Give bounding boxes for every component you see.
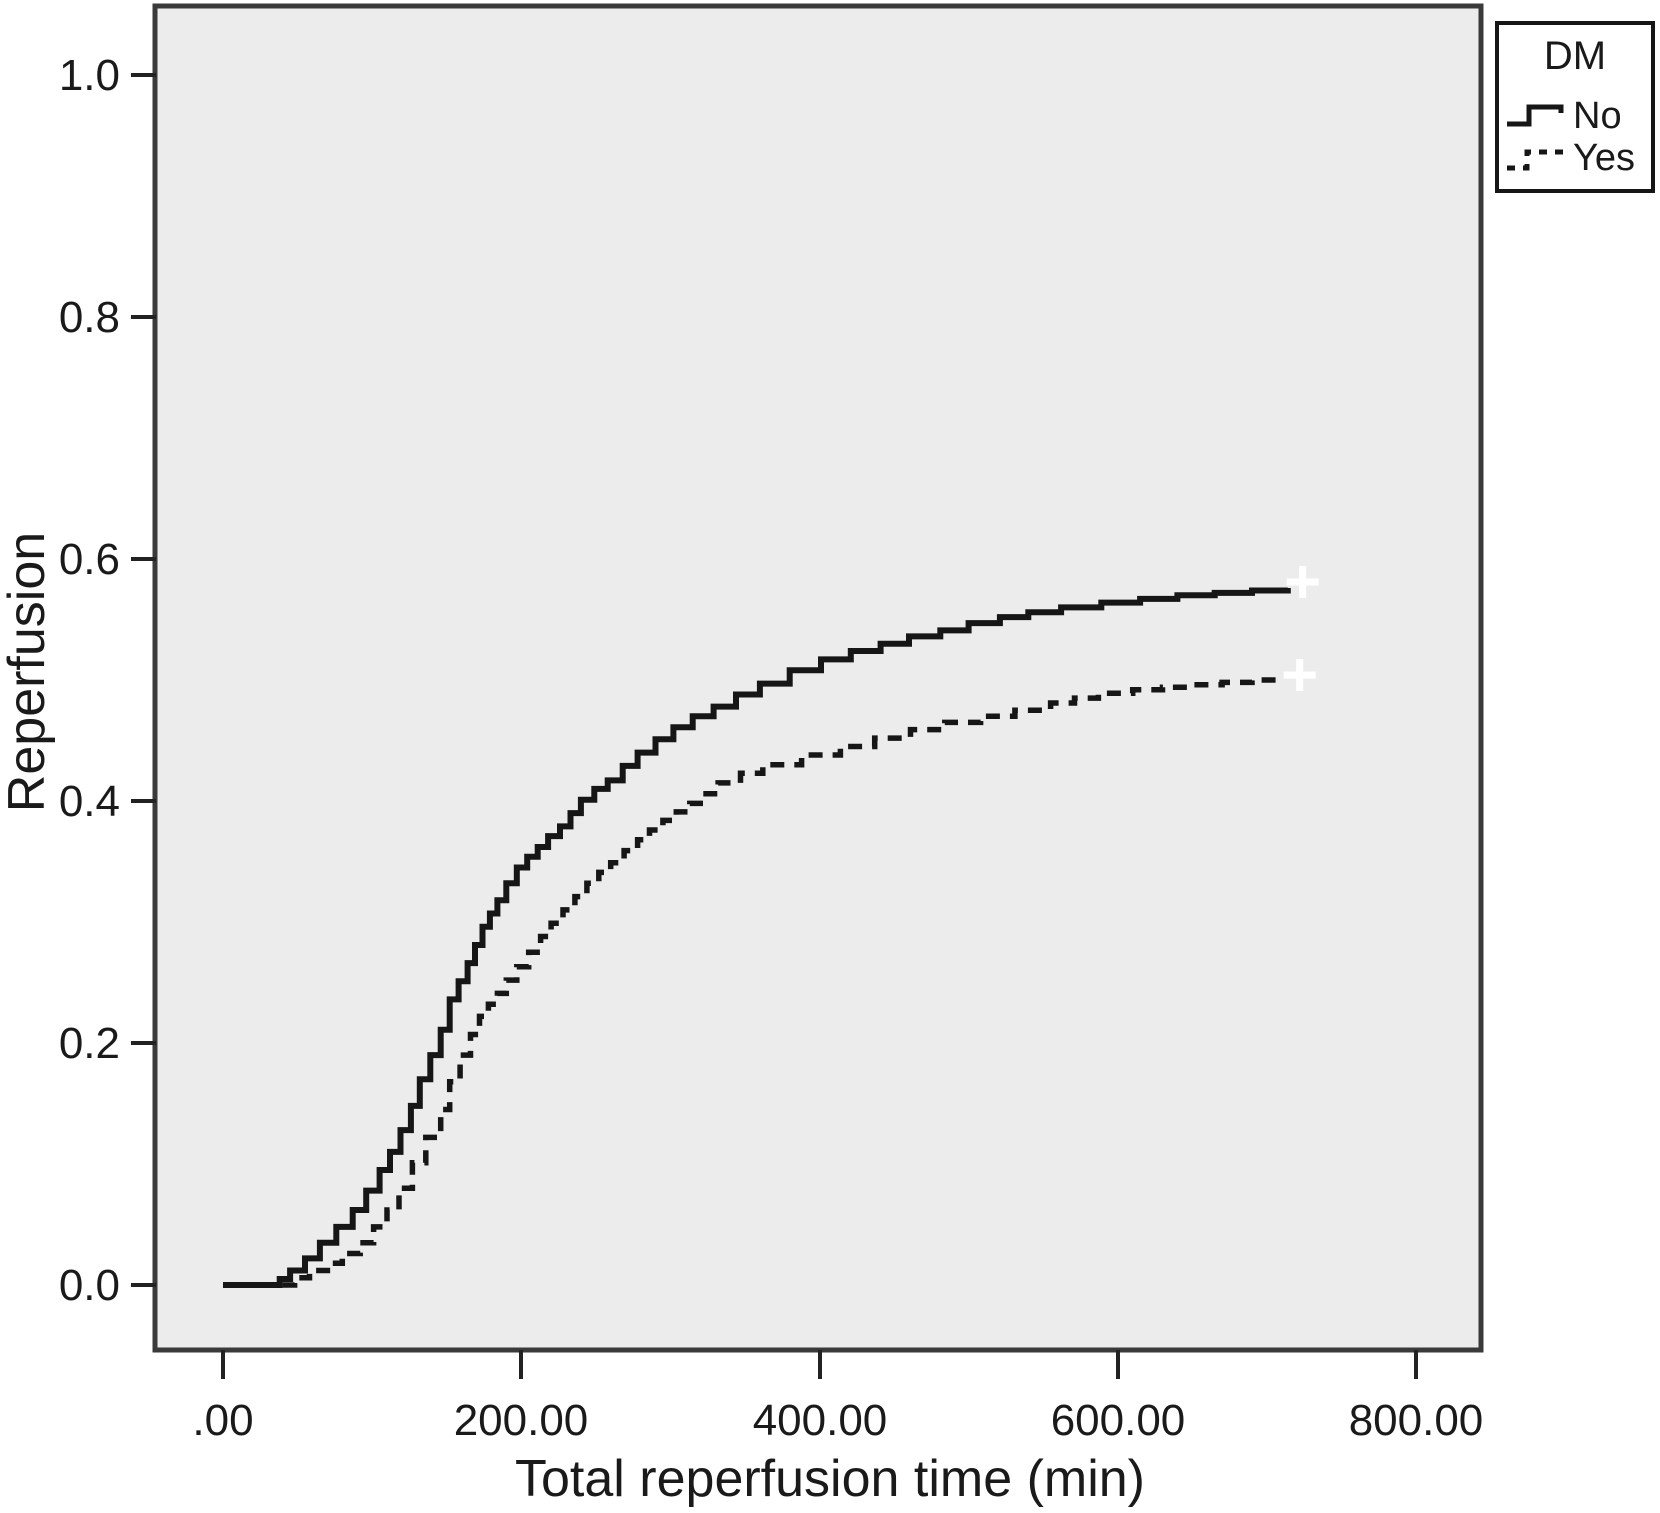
y-tick-label: 0.2 <box>58 1019 120 1068</box>
legend-entry-label: Yes <box>1573 137 1635 179</box>
x-axis-title: Total reperfusion time (min) <box>515 1450 1145 1508</box>
x-tick-label: 400.00 <box>752 1396 888 1445</box>
series-line-no <box>223 587 1291 1288</box>
y-tick-label: 0.4 <box>58 777 120 826</box>
x-tick-label: 600.00 <box>1050 1396 1186 1445</box>
x-tick-label: 800.00 <box>1348 1396 1484 1445</box>
y-axis-title: Reperfusion <box>0 531 56 813</box>
y-tick-label: 0.8 <box>58 293 120 342</box>
y-tick-label: 0.0 <box>58 1261 120 1310</box>
y-tick-label: 1.0 <box>58 51 120 100</box>
censor-mark-yes <box>1283 659 1316 692</box>
legend-entry-yes: Yes <box>1499 137 1651 179</box>
legend-title: DM <box>1543 34 1607 78</box>
censor-mark-no <box>1286 565 1319 598</box>
legend-line-sample-dashed <box>1505 143 1571 173</box>
series-line-yes <box>282 677 1279 1288</box>
legend: DM No Yes <box>1495 21 1655 193</box>
x-tick-label: 200.00 <box>453 1396 589 1445</box>
y-tick-marks <box>131 73 156 1287</box>
legend-entry-no: No <box>1499 95 1651 137</box>
x-tick-marks <box>221 1350 1418 1379</box>
series-layer <box>223 565 1319 1288</box>
plot-area <box>152 3 1484 1353</box>
legend-line-sample-solid <box>1505 101 1571 131</box>
x-tick-label: .00 <box>192 1396 254 1445</box>
y-tick-label: 0.6 <box>58 535 120 584</box>
legend-entries: No Yes <box>1499 95 1651 179</box>
legend-entry-label: No <box>1573 95 1622 137</box>
